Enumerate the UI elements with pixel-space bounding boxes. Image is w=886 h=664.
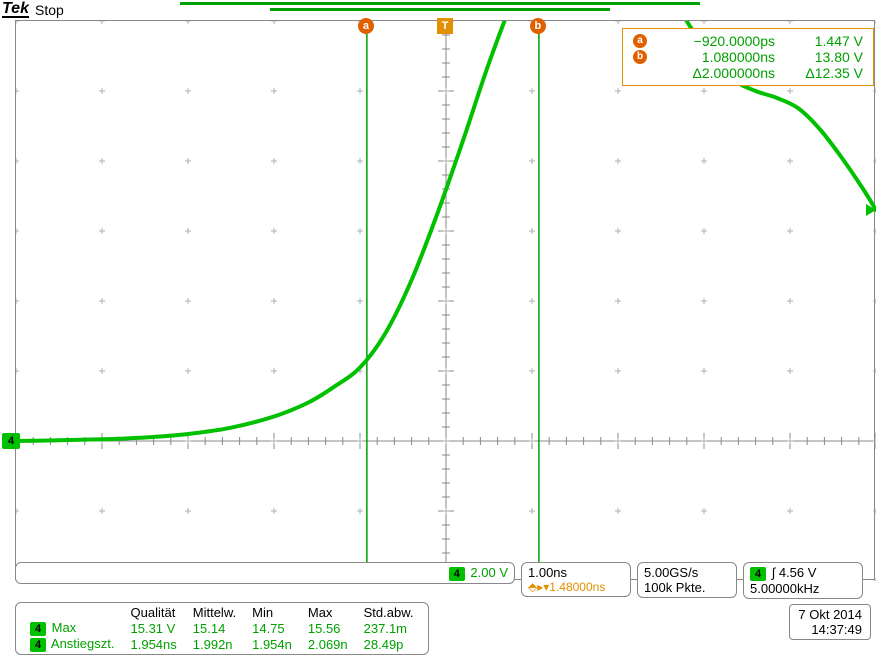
stats-header-row: Qualität Mittelw. Min Max Std.abw. [22,605,422,620]
cursor-delta-time: Δ2.000000ns [665,65,775,81]
measurement-stats-box[interactable]: Qualität Mittelw. Min Max Std.abw. 4 Max… [15,602,429,655]
timebase-box[interactable]: 1.00ns ⬘▸▾1.48000ns [521,562,631,597]
trigger-line1: 4 ∫ 4.56 V [750,565,856,581]
brand-logo: Tek [2,2,29,18]
cursor-delta-volt: Δ12.35 V [793,65,863,81]
stats-row-max: 4 Max 15.31 V 15.14 14.75 15.56 237.1m [22,620,422,636]
cursor-a-row: a −920.0000ps 1.447 V [633,33,863,49]
stats-hdr-min: Min [244,605,300,620]
channel-ground-marker: 4 [2,433,20,449]
trigger-channel-badge: 4 [750,567,766,581]
cursor-b-badge[interactable]: b [530,18,546,34]
stats-table: Qualität Mittelw. Min Max Std.abw. 4 Max… [22,605,422,652]
trigger-position-readout: ⬘▸▾1.48000ns [528,580,624,594]
trigger-position-icon: ⬘▸▾ [528,580,549,594]
trigger-edge-icon: ∫ [772,565,776,580]
channel-badge: 4 [449,567,465,581]
stats-hdr-mean: Mittelw. [185,605,244,620]
timebase-value: 1.00ns [528,565,624,580]
date-value: 7 Okt 2014 [798,607,862,622]
screen-span-bar [270,8,610,11]
stats-hdr-sd: Std.abw. [356,605,422,620]
time-value: 14:37:49 [798,622,862,637]
stats-hdr-max: Max [300,605,356,620]
top-bar: Tek Stop [0,0,64,20]
record-span-bar [180,2,700,5]
trigger-position-badge[interactable]: T [437,18,453,34]
datetime-box: 7 Okt 2014 14:37:49 [789,604,871,640]
trigger-level: 4.56 V [779,565,817,580]
cursor-a-volt: 1.447 V [793,33,863,49]
cursor-readout-panel: a −920.0000ps 1.447 V b 1.080000ns 13.80… [622,28,874,86]
cursor-b-volt: 13.80 V [793,49,863,65]
waveform-graticule[interactable]: 4 [15,20,875,580]
sample-rate: 5.00GS/s [644,565,730,580]
record-length: 100k Pkte. [644,580,730,595]
trigger-box[interactable]: 4 ∫ 4.56 V 5.00000kHz [743,562,863,599]
cursor-b-icon: b [633,50,647,64]
cursor-a-badge[interactable]: a [358,18,374,34]
cursor-b-row: b 1.080000ns 13.80 V [633,49,863,65]
cursor-delta-row: Δ2.000000ns Δ12.35 V [633,65,863,81]
cursor-a-time: −920.0000ps [665,33,775,49]
cursor-b-time: 1.080000ns [665,49,775,65]
channel-scale-box[interactable]: 4 2.00 V [15,562,515,584]
stats-row-risetime: 4 Anstiegszt. 1.954ns 1.992n 1.954n 2.06… [22,636,422,652]
channel-scale-value: 2.00 V [470,565,508,580]
trigger-frequency: 5.00000kHz [750,581,856,596]
run-status: Stop [35,2,64,18]
stats-hdr-quality: Qualität [123,605,185,620]
bottom-readout-strip: 4 2.00 V 1.00ns ⬘▸▾1.48000ns 5.00GS/s 10… [15,562,875,658]
acquisition-box[interactable]: 5.00GS/s 100k Pkte. [637,562,737,598]
cursor-a-icon: a [633,34,647,48]
